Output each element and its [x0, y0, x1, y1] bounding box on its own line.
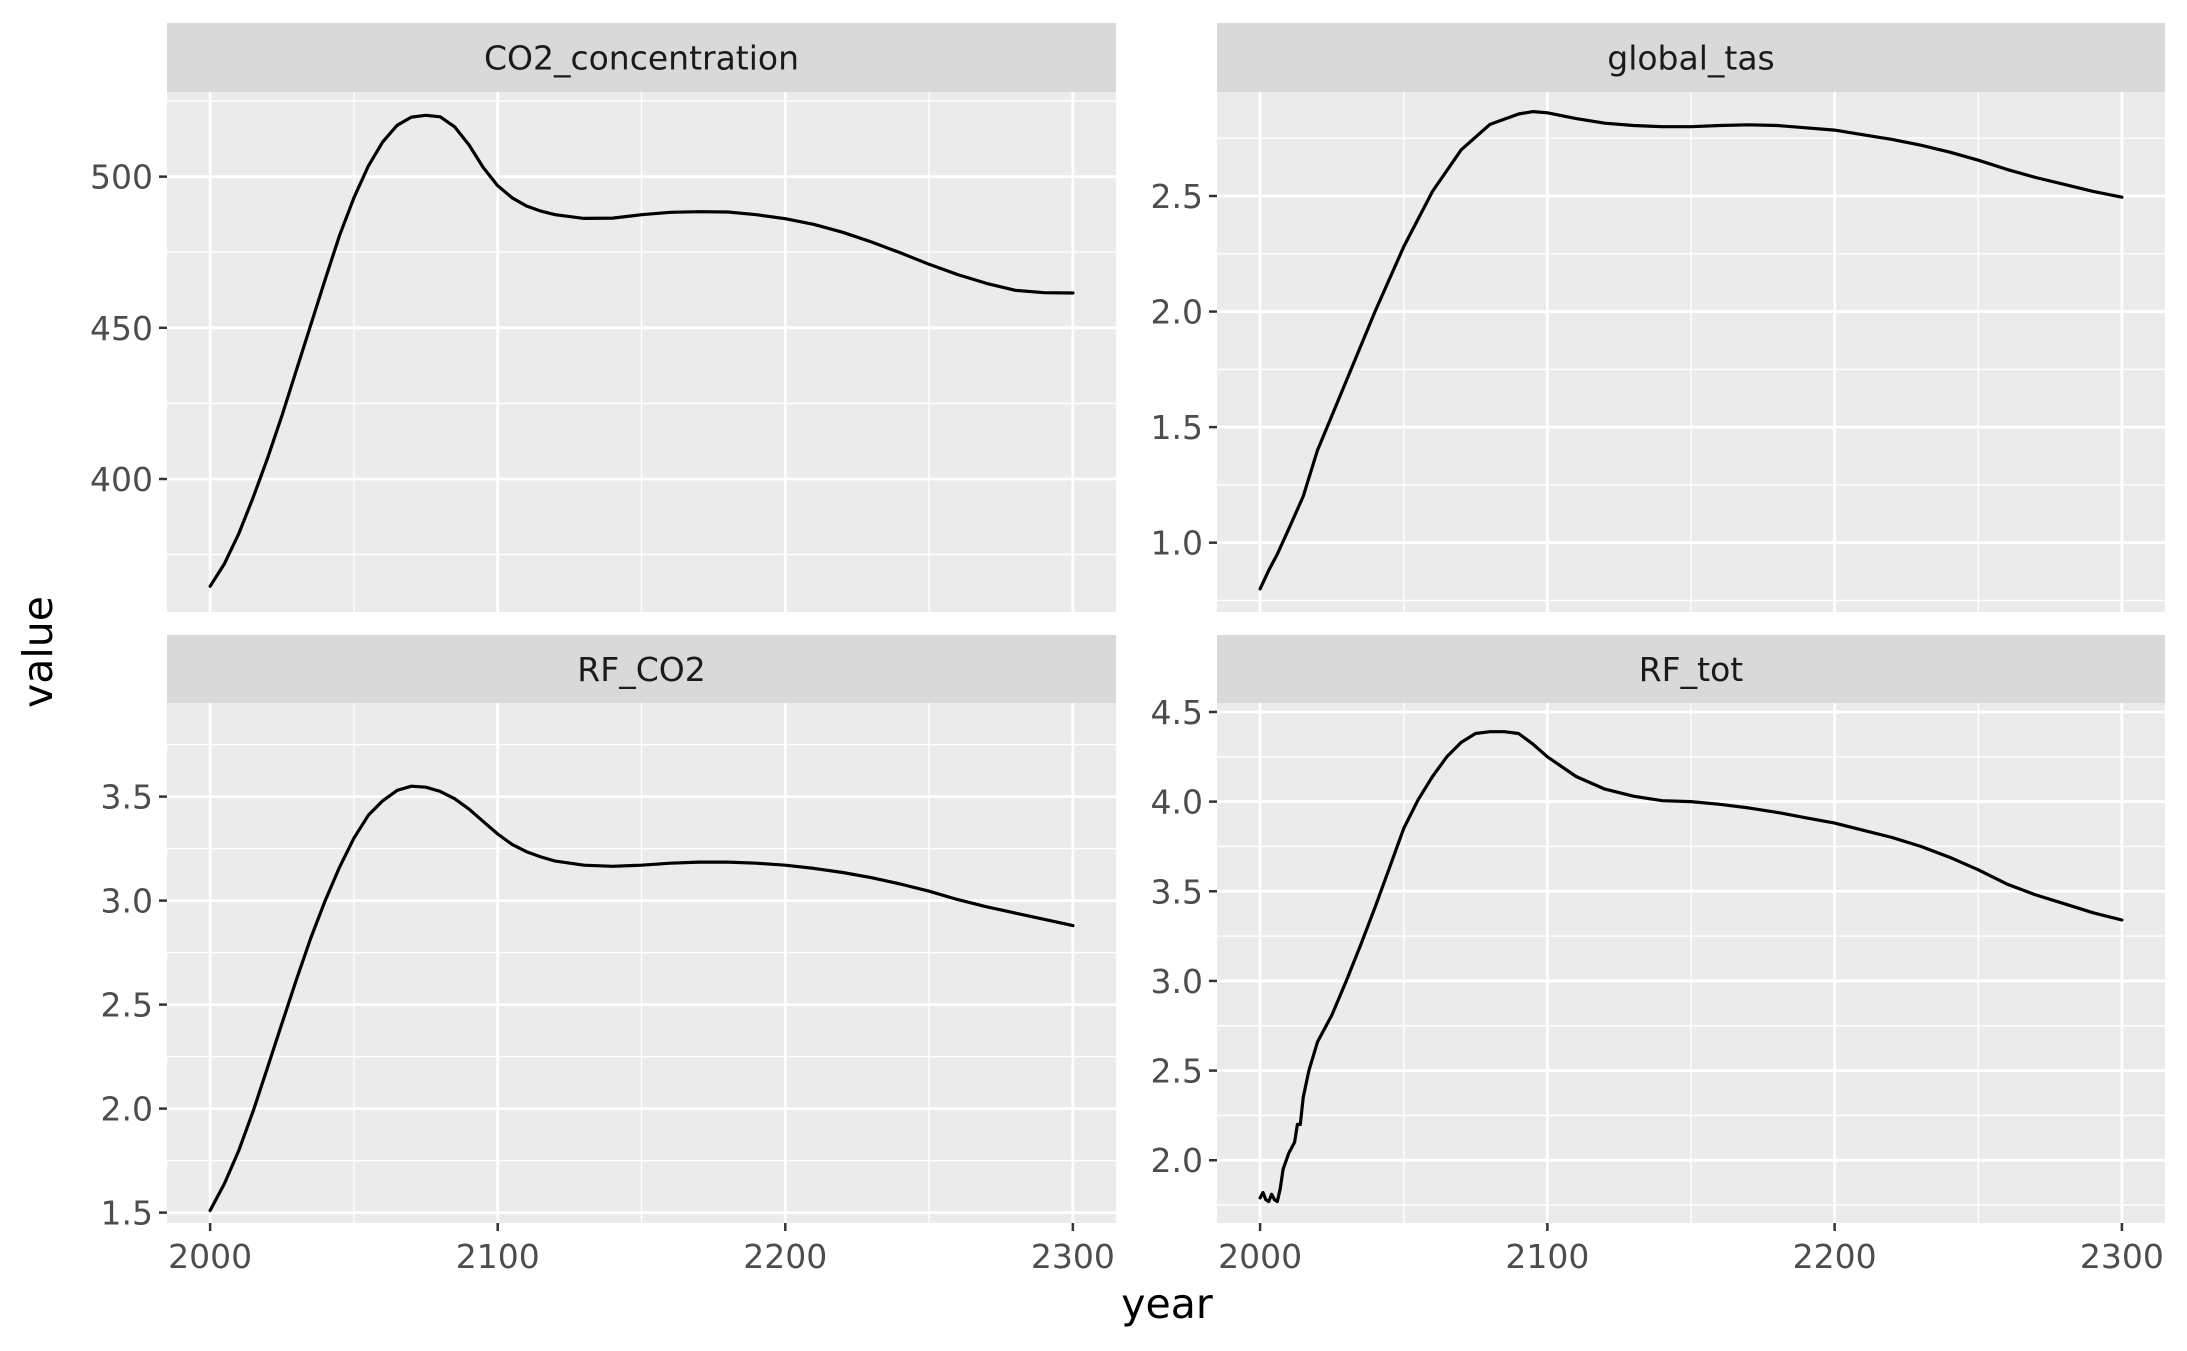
facet-panel: 1.0 1.5 2.0 2.5 global_tas	[1151, 23, 2165, 612]
x-axis-title: year	[1121, 1280, 1213, 1328]
y-tick-label: 450	[90, 309, 153, 348]
x-tick-label: 2100	[1505, 1237, 1589, 1276]
y-tick-label: 1.0	[1151, 524, 1203, 563]
facet-strip-label: global_tas	[1607, 39, 1775, 78]
y-tick-label: 2.0	[1151, 1141, 1203, 1180]
y-tick-label: 1.5	[101, 1194, 153, 1233]
y-tick-label: 2.5	[1151, 1052, 1203, 1091]
y-tick-label: 400	[90, 460, 153, 499]
y-tick-label: 3.5	[1151, 872, 1203, 911]
series-line	[208, 784, 1075, 1213]
facet-panel: 2.0 2.5 3.0 3.5 4.0 4.5 RF_tot 2000 2100 2200 2300	[1151, 635, 2165, 1276]
x-tick-label: 2300	[2080, 1237, 2164, 1276]
facet-panel: 1.5 2.0 2.5 3.0 3.5 RF_CO2 2000 2100 2200 2300	[101, 635, 1116, 1276]
x-tick-label: 2200	[743, 1237, 827, 1276]
y-tick-label: 3.5	[101, 778, 153, 817]
y-tick-label: 1.5	[1151, 408, 1203, 447]
y-tick-label: 4.5	[1151, 693, 1203, 732]
x-tick-label: 2100	[456, 1237, 540, 1276]
facet-strip-label: RF_CO2	[577, 650, 705, 689]
x-tick-label: 2300	[1031, 1237, 1115, 1276]
x-tick-label: 2200	[1793, 1237, 1877, 1276]
y-tick-label: 2.5	[1151, 177, 1203, 216]
y-tick-label: 2.5	[101, 986, 153, 1025]
series-line	[1258, 110, 2124, 591]
series-line	[1258, 730, 2124, 1204]
y-tick-label: 500	[90, 158, 153, 197]
facet-panel: 400 450 500 CO2_concentration	[90, 23, 1116, 612]
y-axis-title: value	[14, 596, 62, 708]
y-tick-label: 3.0	[101, 882, 153, 921]
y-tick-label: 2.0	[1151, 293, 1203, 332]
y-tick-label: 4.0	[1151, 783, 1203, 822]
facet-strip	[167, 635, 1116, 703]
y-tick-label: 2.0	[101, 1090, 153, 1129]
x-tick-label: 2000	[168, 1237, 252, 1276]
facet-strip-label: RF_tot	[1639, 650, 1744, 689]
facet-strip	[167, 23, 1116, 92]
facet-strip	[1217, 635, 2165, 703]
y-tick-label: 3.0	[1151, 962, 1203, 1001]
facet-strip	[1217, 23, 2165, 92]
facet-strip-label: CO2_concentration	[484, 39, 799, 78]
x-tick-label: 2000	[1218, 1237, 1302, 1276]
series-line	[208, 113, 1075, 588]
